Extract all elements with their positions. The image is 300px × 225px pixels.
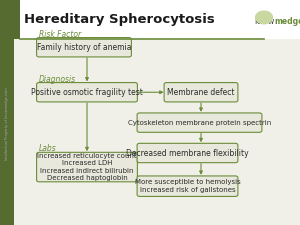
Text: Labs: Labs	[39, 144, 57, 153]
Text: Hereditary Spherocytosis: Hereditary Spherocytosis	[24, 13, 215, 26]
Bar	[0, 0, 300, 39]
Text: Increased reticulocyte count
Increased LDH
Increased indirect bilirubin
Decrease: Increased reticulocyte count Increased L…	[37, 153, 137, 181]
Text: Cytoskeleton membrane protein spectrin: Cytoskeleton membrane protein spectrin	[128, 120, 271, 126]
Text: medge: medge	[274, 18, 300, 27]
Text: Positive osmotic fragility test: Positive osmotic fragility test	[31, 88, 143, 97]
Text: Risk Factor: Risk Factor	[39, 30, 81, 39]
FancyBboxPatch shape	[37, 152, 137, 182]
Text: know: know	[254, 18, 274, 27]
FancyBboxPatch shape	[137, 143, 238, 163]
FancyBboxPatch shape	[37, 83, 137, 102]
Text: More susceptible to hemolysis
Increased risk of gallstones: More susceptible to hemolysis Increased …	[135, 180, 240, 193]
FancyBboxPatch shape	[164, 83, 238, 102]
Bar	[0, 0, 20, 39]
Text: Family history of anemia: Family history of anemia	[37, 43, 131, 52]
FancyBboxPatch shape	[137, 176, 238, 196]
Text: Decreased membrane flexibility: Decreased membrane flexibility	[126, 148, 249, 157]
Bar	[0, 0, 14, 225]
FancyBboxPatch shape	[37, 38, 131, 57]
Text: Membrane defect: Membrane defect	[167, 88, 235, 97]
Text: Intellectual Property of knowmedge.com: Intellectual Property of knowmedge.com	[4, 88, 9, 160]
Text: Diagnosis: Diagnosis	[39, 75, 76, 84]
Circle shape	[256, 11, 272, 24]
FancyBboxPatch shape	[137, 113, 262, 132]
